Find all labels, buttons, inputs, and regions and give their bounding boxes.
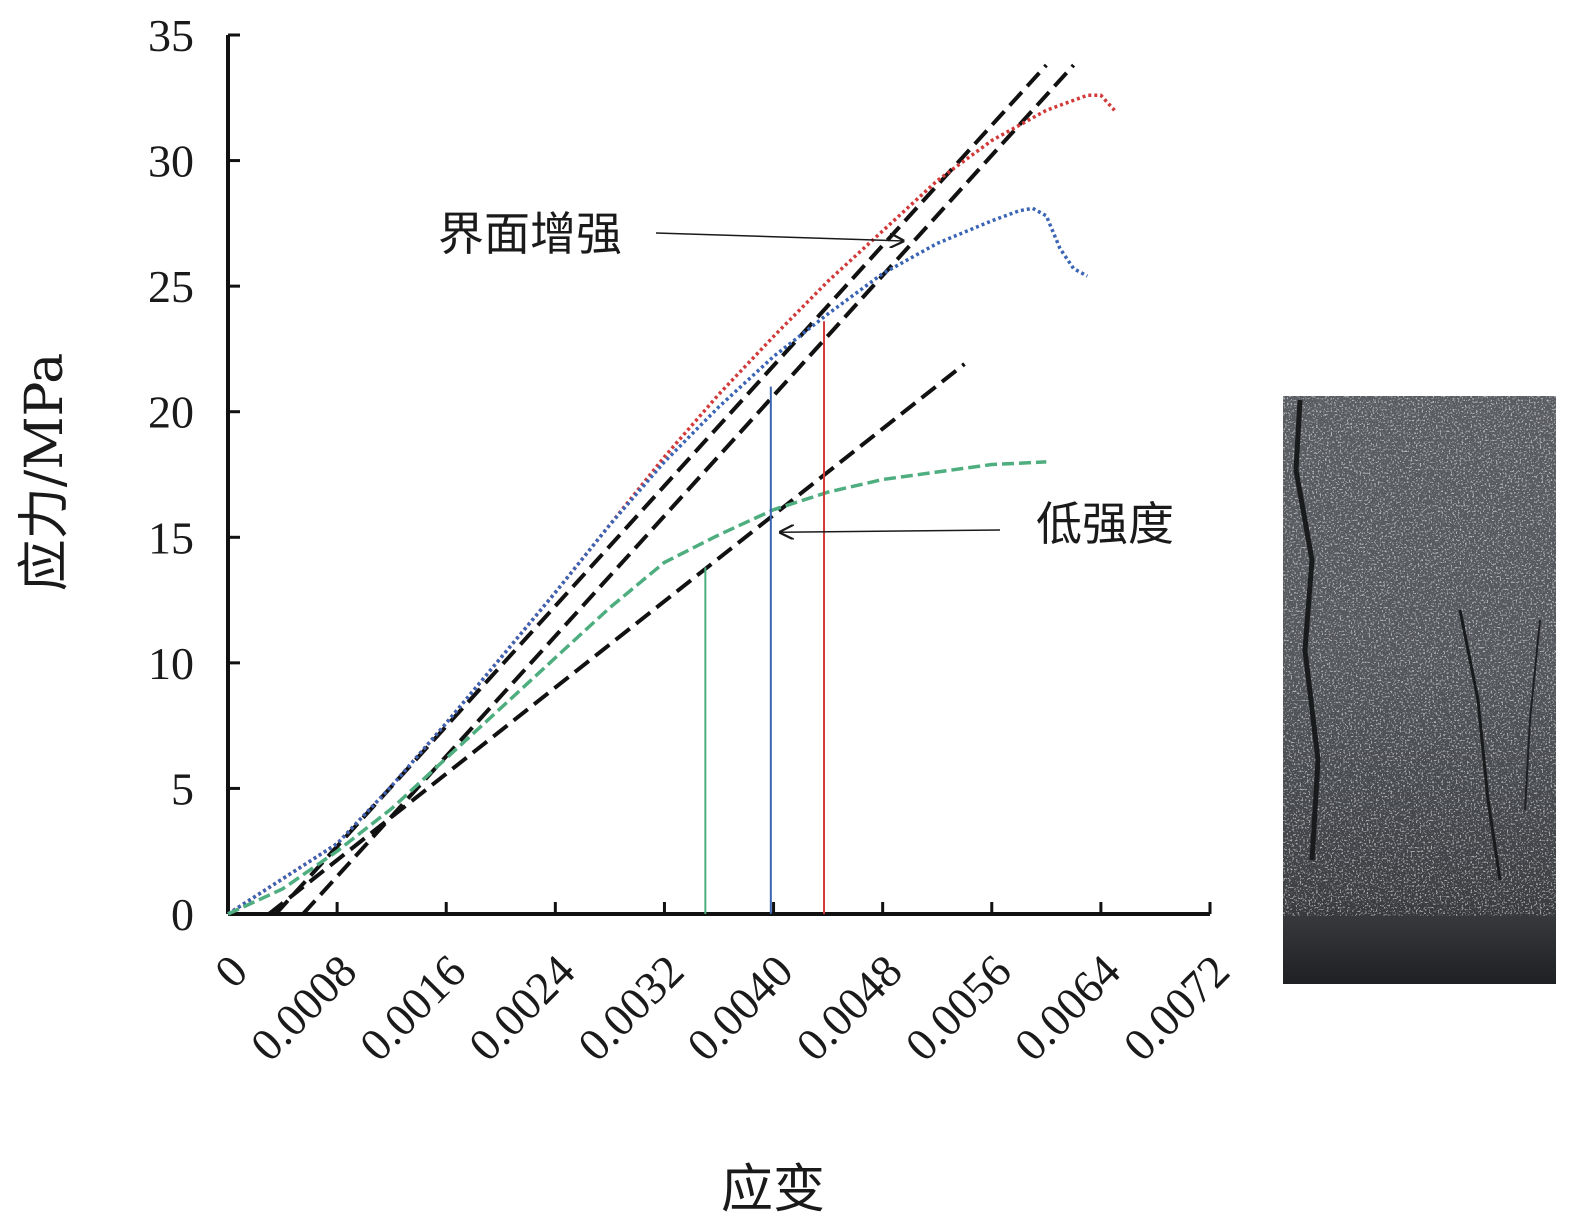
series-line	[227, 93, 1116, 916]
x-tick-label: 0.0064	[1004, 945, 1130, 1071]
x-tick-label: 0.0072	[1114, 945, 1240, 1071]
specimen-photo-speckle	[1283, 396, 1556, 916]
x-tick-label: 0.0032	[568, 945, 694, 1071]
annotation-label: 低强度	[1036, 497, 1174, 551]
y-tick-label: 20	[148, 387, 194, 438]
x-tick-label: 0.0016	[350, 945, 476, 1071]
data-series	[227, 93, 1116, 916]
specimen-crack	[1458, 609, 1502, 881]
tangent-line	[301, 63, 1076, 916]
y-tick-label: 35	[148, 10, 194, 61]
y-tick-label: 10	[148, 638, 194, 689]
tangent-line	[274, 63, 1048, 916]
y-tick-label: 5	[171, 763, 194, 814]
strength-markers	[704, 321, 826, 914]
x-tick-label: 0.0040	[677, 945, 803, 1071]
y-tick-label: 0	[171, 889, 194, 940]
annotation-arrow	[780, 530, 1001, 532]
tangent-line	[267, 362, 966, 916]
tangent-lines	[267, 63, 1076, 916]
series-line	[227, 460, 1047, 916]
y-tick-label: 15	[148, 512, 194, 563]
x-tick-label: 0	[205, 945, 257, 997]
specimen-crack	[1524, 619, 1541, 811]
x-tick-label: 0.0024	[459, 945, 585, 1071]
series-line	[227, 206, 1089, 916]
specimen-crack	[1293, 399, 1321, 861]
x-axis-title: 应变	[721, 1160, 825, 1220]
x-tick-label: 0.0008	[241, 945, 367, 1071]
x-tick-label: 0.0048	[786, 945, 912, 1071]
annotation-arrow	[655, 232, 903, 241]
annotation-label: 界面增强	[438, 207, 622, 261]
y-axis-title: 应力/MPa	[15, 353, 75, 591]
specimen-photo	[1283, 396, 1556, 984]
y-tick-label: 25	[148, 261, 194, 312]
y-tick-label: 30	[148, 136, 194, 187]
x-tick-label: 0.0056	[895, 945, 1021, 1071]
